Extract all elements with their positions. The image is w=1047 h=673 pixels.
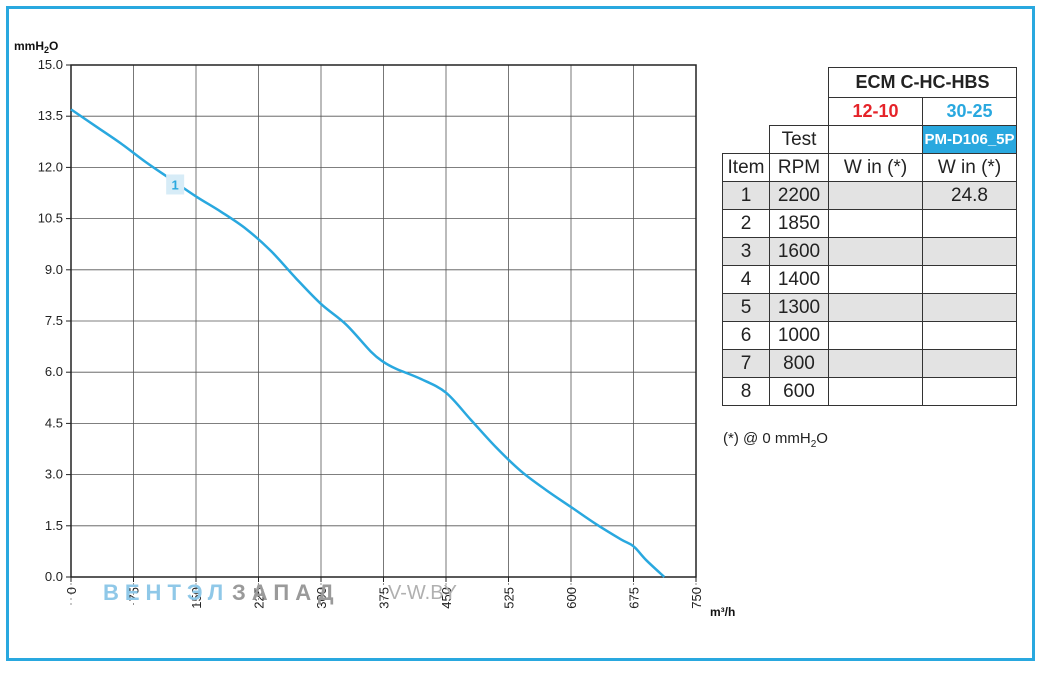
x-tick-label: 600 — [564, 587, 579, 609]
model-name: ECM C-HC-HBS — [828, 67, 1017, 98]
table-row: 3 1600 — [722, 237, 1017, 266]
table-row: 8 600 — [722, 377, 1017, 406]
row-item: 6 — [722, 321, 770, 350]
col-w-in-b: W in (*) — [922, 153, 1017, 182]
row-w-in-b — [922, 321, 1017, 350]
series: 1 — [70, 108, 666, 578]
row-w-in-a — [828, 293, 923, 322]
test-label: Test — [769, 125, 829, 154]
watermark-part1: ВЕНТЭЛ — [103, 580, 230, 605]
x-tick-label: 75 — [127, 587, 142, 601]
row-item: 4 — [722, 265, 770, 294]
row-w-in-b — [922, 237, 1017, 266]
table-row: 4 1400 — [722, 265, 1017, 294]
series-line — [70, 108, 666, 578]
row-w-in-a — [828, 265, 923, 294]
row-w-in-b — [922, 377, 1017, 406]
row-w-in-a — [828, 209, 923, 238]
row-item: 7 — [722, 349, 770, 378]
row-w-in-b: 24.8 — [922, 181, 1017, 210]
row-w-in-a — [828, 181, 923, 210]
series-label: 1 — [172, 177, 179, 192]
row-item: 1 — [722, 181, 770, 210]
table-row: 5 1300 — [722, 293, 1017, 322]
row-w-in-a — [828, 237, 923, 266]
x-tick-label: 150 — [189, 587, 204, 609]
row-w-in-b — [922, 265, 1017, 294]
x-tick-label: 675 — [627, 587, 642, 609]
row-rpm: 1000 — [769, 321, 829, 350]
row-rpm: 1850 — [769, 209, 829, 238]
grid — [70, 65, 697, 607]
y-tick-label: 7.5 — [45, 313, 63, 328]
axis-labels: mmH2O m³/h — [14, 39, 735, 619]
axes: 0.0 1.5 3.0 4.5 6.0 7.5 9.0 10.5 12.0 13.5 15.0 0 75… — [38, 57, 704, 609]
x-axis-label: m³/h — [710, 605, 735, 619]
table-row: 2 1850 — [722, 209, 1017, 238]
row-item: 8 — [722, 377, 770, 406]
row-rpm: 1300 — [769, 293, 829, 322]
variant-b: 30-25 — [922, 97, 1017, 126]
x-tick-label: 525 — [502, 587, 517, 609]
x-tick-label: 450 — [439, 587, 454, 609]
watermark-part3: V-W.BY — [388, 582, 457, 604]
row-rpm: 1600 — [769, 237, 829, 266]
y-tick-label: 13.5 — [38, 108, 63, 123]
table-row: 7 800 — [722, 349, 1017, 378]
table-row: 1 2200 24.8 — [722, 181, 1017, 210]
col-rpm: RPM — [769, 153, 829, 182]
y-tick-label: 3.0 — [45, 467, 63, 482]
y-tick-label: 12.0 — [38, 159, 63, 174]
row-item: 3 — [722, 237, 770, 266]
row-w-in-b — [922, 349, 1017, 378]
row-item: 2 — [722, 209, 770, 238]
y-axis-label: mmH2O — [14, 39, 58, 55]
code-a-cell — [828, 125, 923, 154]
y-tick-label: 15.0 — [38, 57, 63, 72]
power-table: ECM C-HC-HBS 12-10 30-25 Test PM-D106_5P… — [722, 67, 1017, 406]
variant-a: 12-10 — [828, 97, 923, 126]
y-tick-label: 1.5 — [45, 518, 63, 533]
row-rpm: 600 — [769, 377, 829, 406]
row-rpm: 1400 — [769, 265, 829, 294]
row-w-in-b — [922, 209, 1017, 238]
x-tick-label: 750 — [689, 587, 704, 609]
row-rpm: 800 — [769, 349, 829, 378]
x-tick-label: 0 — [64, 587, 79, 594]
col-w-in-a: W in (*) — [828, 153, 923, 182]
y-tick-label: 9.0 — [45, 262, 63, 277]
y-tick-label: 4.5 — [45, 415, 63, 430]
series-label-box — [166, 174, 185, 195]
watermark-part2: ЗАПАД — [232, 580, 340, 605]
code-b: PM-D106_5P — [922, 125, 1017, 154]
row-w-in-a — [828, 349, 923, 378]
row-item: 5 — [722, 293, 770, 322]
x-tick-label: 225 — [252, 587, 267, 609]
x-tick-label: 300 — [314, 587, 329, 609]
row-w-in-a — [828, 321, 923, 350]
y-tick-label: 0.0 — [45, 569, 63, 584]
y-tick-label: 6.0 — [45, 364, 63, 379]
outer-frame — [6, 6, 1035, 661]
footnote: (*) @ 0 mmH2O — [723, 430, 828, 450]
row-rpm: 2200 — [769, 181, 829, 210]
x-tick-label: 375 — [377, 587, 392, 609]
table-row: 6 1000 — [722, 321, 1017, 350]
row-w-in-a — [828, 377, 923, 406]
col-item: Item — [722, 153, 770, 182]
row-w-in-b — [922, 293, 1017, 322]
y-tick-label: 10.5 — [38, 211, 63, 226]
